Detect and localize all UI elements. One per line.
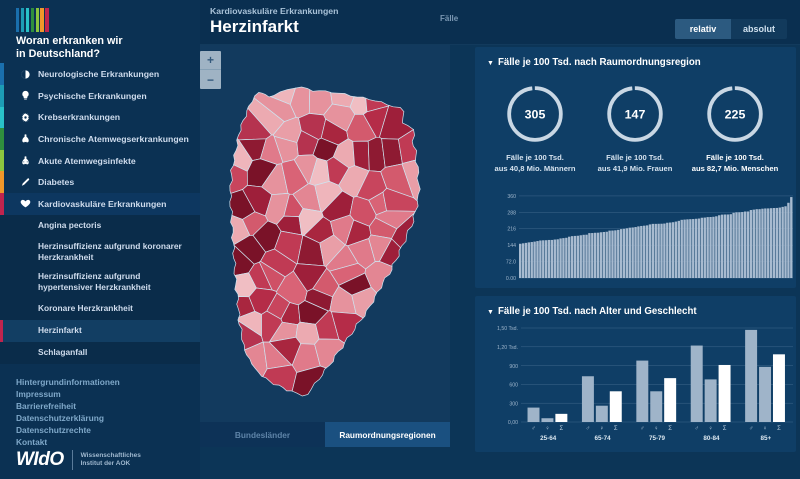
svg-text:1,20 Tsd.: 1,20 Tsd. bbox=[497, 345, 518, 351]
svg-text:♀: ♀ bbox=[600, 426, 605, 432]
svg-text:♂: ♂ bbox=[694, 426, 699, 432]
svg-text:288: 288 bbox=[507, 210, 516, 216]
svg-text:360: 360 bbox=[507, 194, 516, 200]
svg-text:♂: ♂ bbox=[749, 426, 754, 432]
svg-text:72.0: 72.0 bbox=[506, 260, 516, 266]
svg-text:300: 300 bbox=[509, 401, 518, 407]
svg-text:♀: ♀ bbox=[545, 426, 550, 432]
svg-text:♀: ♀ bbox=[763, 426, 768, 432]
svg-text:25-64: 25-64 bbox=[540, 435, 557, 442]
svg-text:600: 600 bbox=[509, 383, 518, 389]
svg-text:Σ: Σ bbox=[560, 426, 564, 432]
svg-text:Σ: Σ bbox=[614, 426, 618, 432]
svg-text:♂: ♂ bbox=[586, 426, 591, 432]
svg-text:225: 225 bbox=[725, 107, 746, 121]
svg-text:65-74: 65-74 bbox=[595, 435, 612, 442]
svg-text:Σ: Σ bbox=[723, 426, 727, 432]
svg-text:144: 144 bbox=[507, 243, 516, 249]
svg-text:1,50 Tsd.: 1,50 Tsd. bbox=[497, 326, 518, 332]
svg-text:305: 305 bbox=[525, 107, 546, 121]
svg-text:♀: ♀ bbox=[708, 426, 713, 432]
svg-text:♂: ♂ bbox=[640, 426, 645, 432]
svg-text:75-79: 75-79 bbox=[649, 435, 666, 442]
svg-text:900: 900 bbox=[509, 364, 518, 370]
svg-text:147: 147 bbox=[625, 107, 646, 121]
svg-text:Σ: Σ bbox=[777, 426, 781, 432]
svg-text:0.00: 0.00 bbox=[506, 276, 516, 280]
svg-text:Σ: Σ bbox=[668, 426, 672, 432]
svg-text:216: 216 bbox=[507, 227, 516, 233]
svg-text:0,00: 0,00 bbox=[508, 420, 518, 426]
svg-text:♀: ♀ bbox=[654, 426, 659, 432]
svg-text:80-84: 80-84 bbox=[703, 435, 720, 442]
svg-text:♂: ♂ bbox=[531, 426, 536, 432]
svg-text:85+: 85+ bbox=[760, 435, 771, 442]
